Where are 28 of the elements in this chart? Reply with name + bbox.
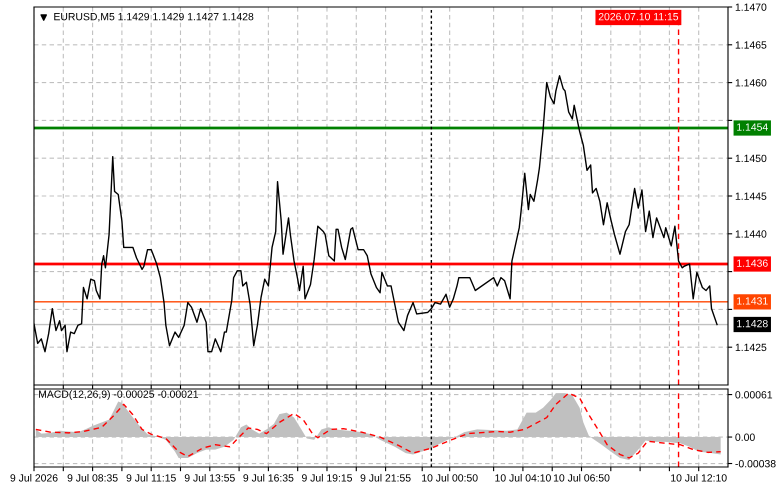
x-tick-label: 10 Jul 12:10 bbox=[671, 474, 727, 482]
y-tick-label: 1.1445 bbox=[736, 192, 766, 200]
y-tick-label: 1.1450 bbox=[736, 154, 766, 162]
x-tick-label: 9 Jul 13:55 bbox=[184, 474, 235, 482]
y-tick-label: 0.00061 bbox=[735, 391, 772, 398]
y-tick-label: 1.1465 bbox=[736, 41, 766, 49]
x-tick-label: 9 Jul 16:35 bbox=[243, 474, 294, 482]
y-tick-label: 1.1425 bbox=[736, 344, 766, 352]
x-tick-label: 10 Jul 06:50 bbox=[554, 474, 610, 482]
ref-line-label: 1.1454 bbox=[737, 123, 768, 131]
chart-title: EURUSD,M5 1.1429 1.1429 1.1427 1.1428 bbox=[54, 12, 254, 22]
y-tick-label: 0.00 bbox=[735, 434, 755, 441]
x-tick-label: 9 Jul 08:35 bbox=[68, 474, 118, 482]
x-tick-label: 10 Jul 04:10 bbox=[495, 474, 551, 482]
ref-line-label: 1.1431 bbox=[737, 297, 768, 305]
y-tick-label: 1.1460 bbox=[736, 79, 766, 86]
y-tick-label: -0.00038 bbox=[735, 460, 776, 468]
y-tick-label: 1.1470 bbox=[736, 4, 766, 11]
chart-title: MACD(12,26,9) -0.00025 -0.00021 bbox=[39, 390, 198, 400]
x-tick-label: 9 Jul 2026 bbox=[10, 474, 58, 482]
ref-line-label: 1.1436 bbox=[737, 259, 768, 267]
ref-line-label: 2026.07.10 11:15 bbox=[598, 12, 678, 20]
x-tick-label: 9 Jul 19:15 bbox=[302, 474, 352, 482]
y-tick-label: 1.1440 bbox=[736, 230, 766, 238]
x-tick-label: 9 Jul 11:15 bbox=[126, 474, 176, 482]
x-tick-label: 9 Jul 21:55 bbox=[360, 474, 411, 482]
ref-line-label: 1.1428 bbox=[737, 320, 768, 328]
x-tick-label: 10 Jul 00:50 bbox=[422, 474, 478, 482]
